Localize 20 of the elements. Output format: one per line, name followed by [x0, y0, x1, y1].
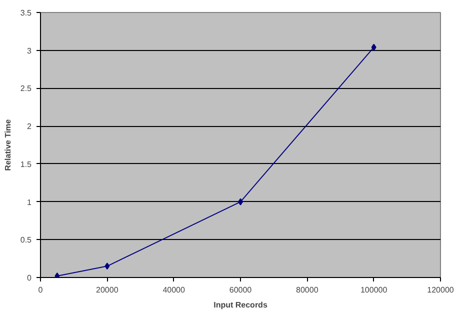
x-tick-label: 80000: [296, 286, 319, 294]
point: [104, 262, 110, 270]
x-tick-label: 20000: [96, 286, 119, 294]
y-tick-label: 0.5: [20, 236, 32, 245]
y-tick-label: 2: [27, 122, 32, 132]
x-tick-label: 60000: [229, 286, 252, 294]
y-tick-label: 2.5: [20, 84, 32, 94]
x-tick-label: 100000: [360, 286, 388, 294]
x-axis-title: Input Records: [214, 300, 268, 310]
point: [371, 44, 376, 51]
x-tick-label: 120000: [427, 286, 454, 294]
y-tick-label: 0: [27, 274, 32, 282]
y-tick-label: 1.5: [20, 160, 32, 169]
y-tick-label: 3: [27, 46, 32, 56]
y-axis-title: Relative Time: [3, 118, 12, 171]
y-tick-label: 1: [27, 198, 32, 207]
point: [54, 272, 60, 278]
y-tick-label: 3.5: [20, 8, 32, 18]
x-tick-label: 40000: [162, 286, 186, 294]
x-tick-label: 0: [38, 286, 44, 294]
